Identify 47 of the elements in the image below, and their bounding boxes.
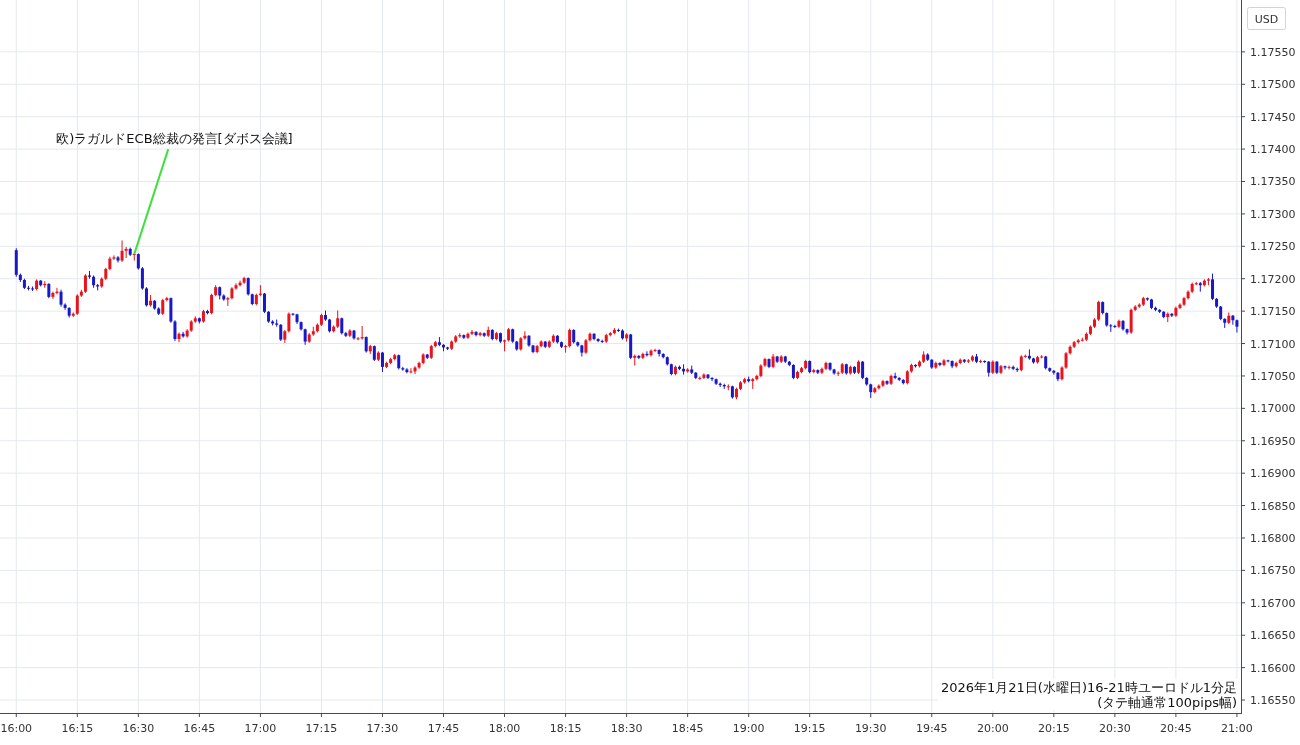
y-tick-label: 1.17250: [1250, 240, 1296, 254]
y-tick-label: 1.17100: [1250, 337, 1296, 351]
annotation: 2026年1月21日(水曜日)16-21時ユーロドル1分足: [940, 680, 1237, 695]
x-tick-label: 18:45: [671, 722, 704, 735]
y-tick-label: 1.16550: [1250, 694, 1296, 708]
x-tick-label: 21:00: [1221, 722, 1253, 735]
y-tick-label: 1.17400: [1250, 143, 1296, 157]
x-tick-label: 17:15: [305, 722, 338, 735]
x-tick-label: 16:30: [122, 722, 155, 735]
x-tick-label: 17:45: [427, 722, 460, 735]
y-tick-label: 1.17200: [1250, 272, 1296, 286]
x-tick-label: 20:45: [1160, 722, 1192, 735]
y-tick-label: 1.16900: [1250, 467, 1296, 481]
y-tick-label: 1.16950: [1250, 434, 1296, 448]
x-tick-label: 20:00: [976, 722, 1009, 735]
y-tick-label: 1.17050: [1250, 369, 1296, 383]
x-tick-label: 19:15: [793, 722, 826, 735]
y-tick-label: 1.17300: [1250, 207, 1296, 221]
y-tick-label: 1.17150: [1250, 305, 1296, 319]
y-tick-label: 1.16650: [1250, 629, 1296, 643]
y-tick-label: 1.16600: [1250, 661, 1296, 675]
annotation: 欧)ラガルドECB総裁の発言[ダボス会議]: [56, 131, 293, 256]
y-tick-label: 1.17000: [1250, 402, 1296, 416]
x-tick-label: 19:45: [915, 722, 948, 735]
x-tick-label: 20:30: [1099, 722, 1131, 735]
y-tick-label: 1.17350: [1250, 175, 1296, 189]
y-tick-label: 1.17450: [1250, 110, 1296, 124]
annotation: (タテ軸通常100pips幅): [1097, 695, 1237, 710]
x-tick-label: 20:15: [1037, 722, 1070, 735]
y-tick-label: 1.16750: [1250, 564, 1296, 578]
x-tick-label: 16:15: [61, 722, 94, 735]
x-tick-label: 19:30: [854, 722, 887, 735]
y-tick-label: 1.17500: [1250, 78, 1296, 92]
y-tick-label: 1.17550: [1250, 45, 1296, 59]
x-tick-label: 18:15: [549, 722, 582, 735]
x-tick-label: 16:00: [0, 722, 33, 735]
x-tick-label: 16:45: [183, 722, 216, 735]
annotation: 欧)ラガルドECB総裁の発言[ダボス会議]: [56, 131, 293, 147]
y-tick-label: 1.16800: [1250, 531, 1296, 545]
x-tick-label: 17:30: [366, 722, 399, 735]
x-tick-label: 19:00: [732, 722, 765, 735]
y-tick-label: 1.16700: [1250, 596, 1296, 610]
x-tick-label: 18:00: [488, 722, 521, 735]
y-tick-label: 1.16850: [1250, 499, 1296, 513]
y-axis-title: USD: [1254, 12, 1279, 26]
x-tick-label: 18:30: [610, 722, 643, 735]
x-tick-label: 17:00: [244, 722, 277, 735]
